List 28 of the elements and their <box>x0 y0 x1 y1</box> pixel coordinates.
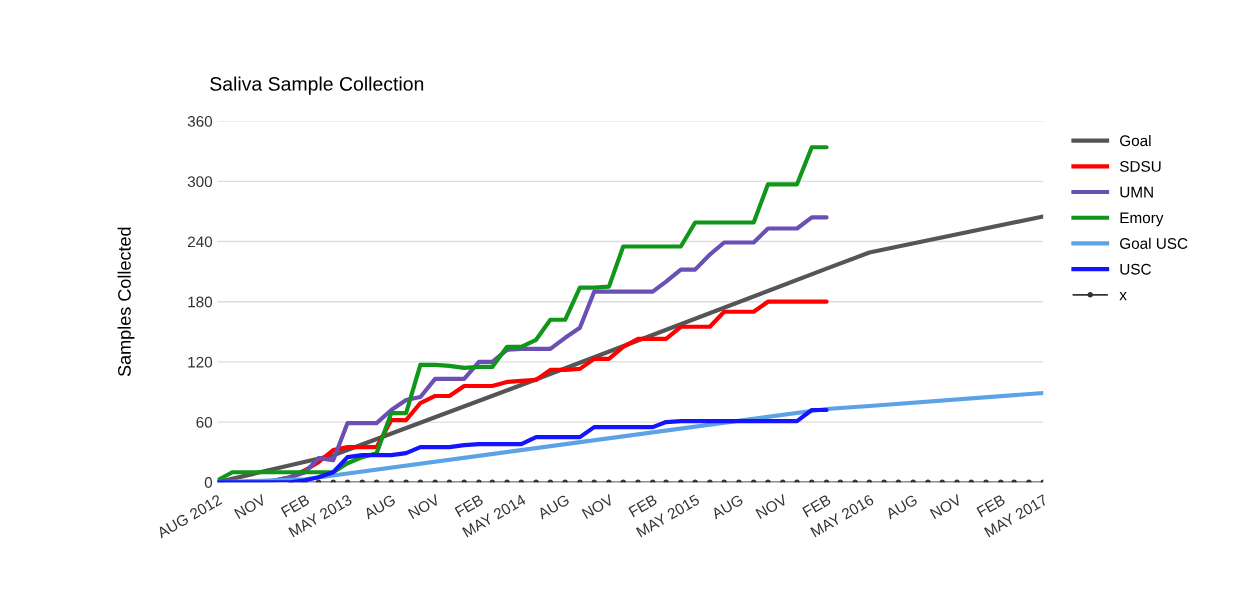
x-tick-label: NOV <box>581 493 615 520</box>
x-tick-label: AUG <box>710 494 744 520</box>
y-tick-label: 240 <box>187 236 213 248</box>
x-tick-label: AUG <box>884 494 918 520</box>
line-series <box>217 407 829 483</box>
line-series <box>217 145 829 483</box>
x-tick-label: NOV <box>929 493 963 520</box>
y-tick-label: 0 <box>204 477 213 488</box>
x-tick-label: AUG <box>536 494 570 520</box>
y-tick-label: 180 <box>188 296 213 308</box>
legend-label: Goal <box>1120 134 1151 147</box>
legend-label: Goal USC <box>1120 237 1188 249</box>
legend-label: SDSU <box>1119 161 1161 172</box>
y-tick-label: 60 <box>196 416 213 428</box>
x-tick-label: NOV <box>755 493 789 520</box>
x-tick-label: AUG <box>362 494 396 520</box>
x-tick-label: NOV <box>233 493 267 520</box>
x-tick-label: AUG 2012 <box>155 494 223 539</box>
y-tick-label: 300 <box>187 176 213 188</box>
chart-title: Saliva Sample Collection <box>210 76 424 95</box>
y-tick-label: 360 <box>187 116 213 127</box>
y-axis-title: Samples Collected <box>117 227 135 377</box>
legend-label: USC <box>1120 263 1151 275</box>
y-tick-label: 120 <box>188 356 213 368</box>
x-tick-label: NOV <box>407 493 441 520</box>
legend-label: UMN <box>1120 186 1153 198</box>
legend-label: Emory <box>1120 212 1164 227</box>
legend-label: x <box>1119 292 1127 301</box>
